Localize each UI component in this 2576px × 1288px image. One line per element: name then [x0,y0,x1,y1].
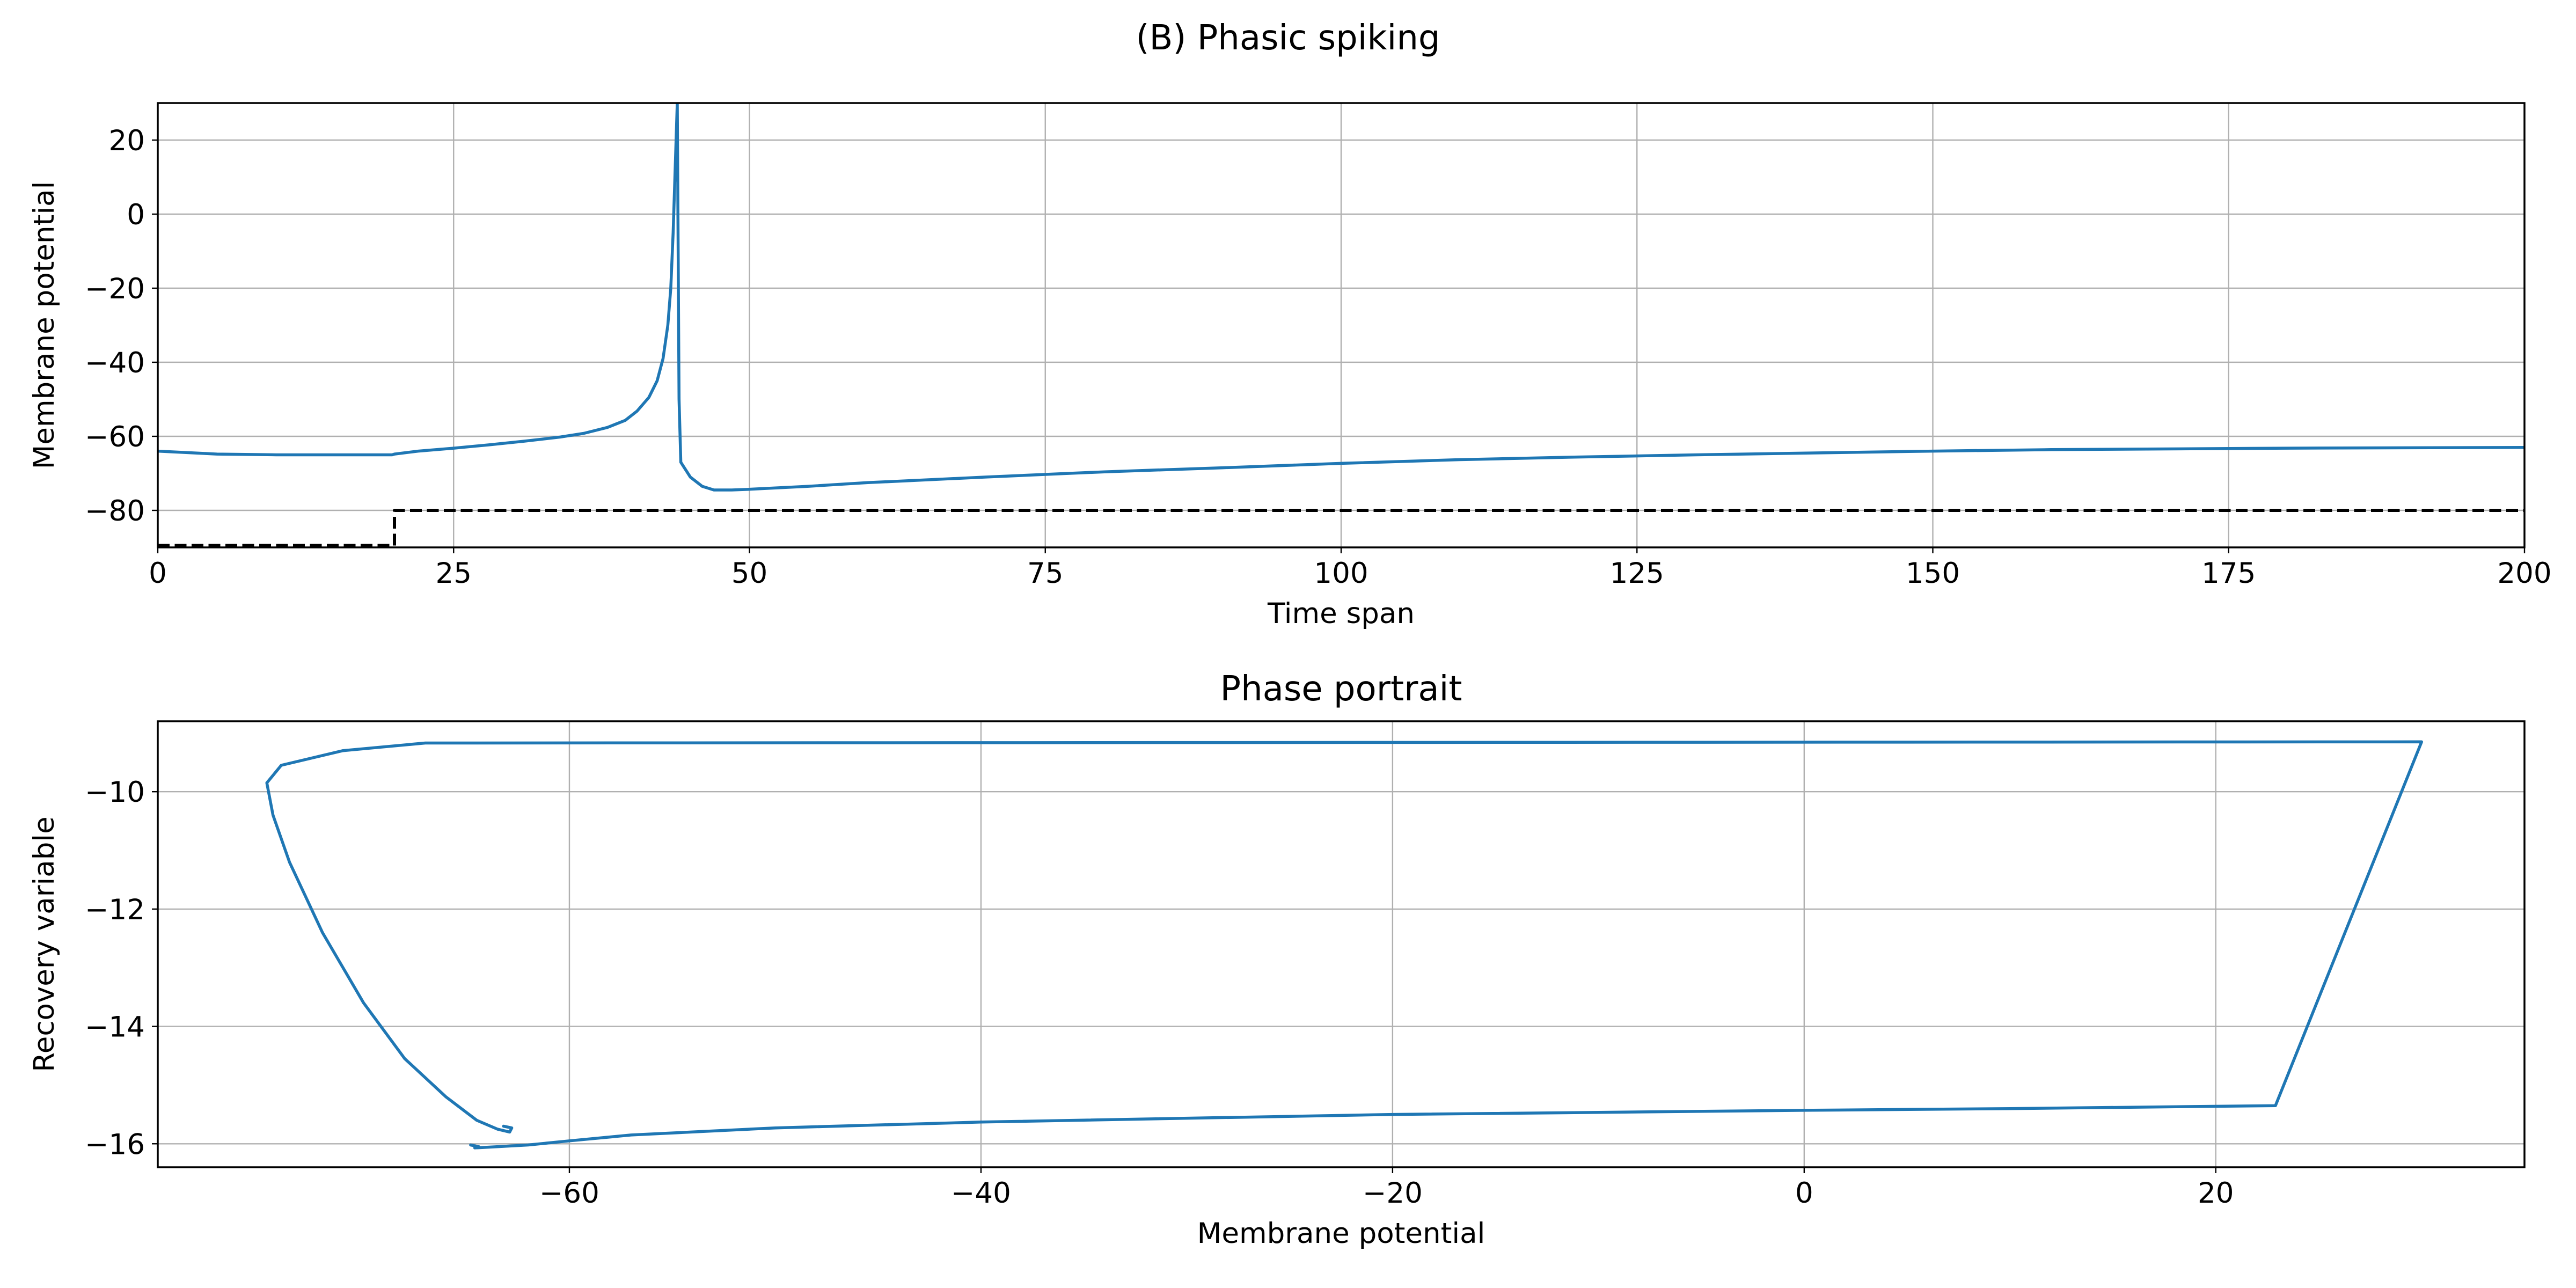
phase-portrait-x-tick-label: 0 [1795,1177,1813,1210]
membrane-potential-x-tick-label: 150 [1906,557,1960,590]
phase-portrait-x-axis-label: Membrane potential [1197,1217,1485,1250]
phase-portrait-grid [158,721,2524,1167]
phase-portrait-y-tick-label: −16 [85,1128,145,1161]
membrane-potential-y-tick-label: −20 [85,273,145,305]
membrane-potential-x-tick-label: 50 [731,557,767,590]
phase-portrait-plot-title: Phase portrait [1220,669,1462,709]
membrane-potential-axes-frame [157,102,2526,548]
phase-portrait-y-tick-label: −10 [85,776,145,809]
phase-portrait-x-tick-label: −40 [951,1177,1011,1210]
membrane-potential-x-tick-label: 100 [1314,557,1368,590]
membrane-potential-series-2-line [158,509,2524,547]
membrane-potential-ticks: 0 25 50 75 100 125 150 175 200 −80 −60 −40 −20 0 20 [85,125,2551,590]
membrane-potential-y-axis-label: Membrane potential [28,181,61,470]
membrane-potential-y-tick-label: 20 [109,125,145,157]
phase-portrait-x-tick-label: 20 [2198,1177,2234,1210]
membrane-potential-x-axis-label: Time span [1267,597,1415,630]
membrane-potential-series [158,103,2524,547]
membrane-potential-x-tick-label: 175 [2201,557,2256,590]
membrane-potential-y-tick-label: 0 [127,199,145,231]
phase-portrait-series [265,740,2424,1150]
phase-portrait-y-tick-label: −14 [85,1011,145,1044]
phase-portrait-plot: −60 −40 −20 0 20−16−14−12−10 Phase portrait … [28,669,2526,1250]
phase-portrait-x-tick-label: −20 [1363,1177,1423,1210]
phase-portrait-y-axis-label: Recovery variable [28,816,61,1072]
figure-suptitle: (B) Phasic spiking [1136,18,1440,58]
membrane-potential-x-tick-label: 125 [1610,557,1664,590]
phase-portrait-axes-frame [157,720,2526,1168]
phase-portrait-x-tick-label: −60 [539,1177,599,1210]
phase-portrait-ticks: −60 −40 −20 0 20 −16 −14 −12 −10 [85,776,2234,1210]
membrane-potential-y-tick-label: −80 [85,495,145,528]
phase-portrait-series-1-line [265,740,2424,1150]
membrane-potential-x-tick-label: 0 [149,557,167,590]
membrane-potential-x-tick-label: 75 [1027,557,1063,590]
phase-portrait-y-tick-label: −12 [85,894,145,926]
membrane-potential-grid [157,103,2526,547]
membrane-potential-x-tick-label: 200 [2497,557,2551,590]
membrane-potential-y-tick-label: −40 [85,347,145,379]
membrane-potential-y-tick-label: −60 [85,421,145,453]
membrane-potential-series-1-line [158,103,2524,492]
membrane-potential-x-tick-label: 25 [436,557,472,590]
membrane-potential-plot: 0 25 50 75 100 125 150 175 200 −80 −60 −40 −20 0 20 Ti… [28,102,2552,630]
